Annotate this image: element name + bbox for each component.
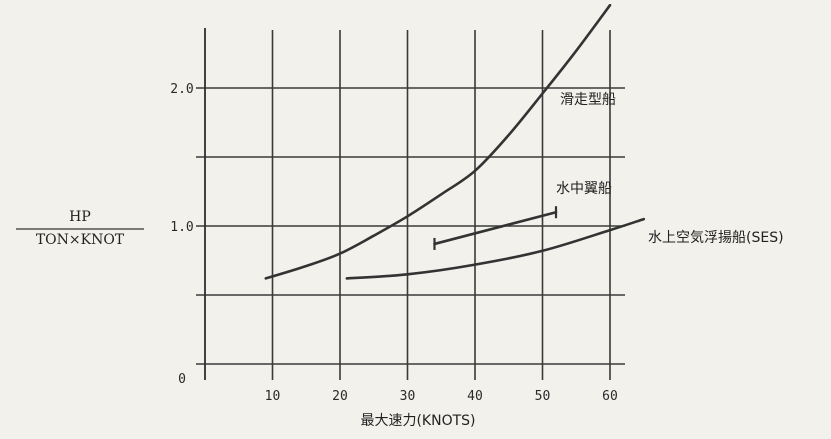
- x-tick-label: 60: [602, 389, 618, 404]
- grid: [196, 30, 625, 380]
- tick-labels: 0 10 20 30 40 50 60 1.0 2.0: [170, 82, 618, 404]
- x-tick-label: 50: [535, 389, 551, 404]
- x-tick-label: 40: [467, 389, 483, 404]
- series: [264, 4, 646, 280]
- y-axis-label-numerator: HP: [69, 209, 91, 225]
- y-axis-label-denominator: TON×KNOT: [36, 232, 125, 248]
- series-label: 水上空気浮揚船(SES): [648, 229, 784, 246]
- series-line-planing: [264, 4, 612, 280]
- y-axis-label: HP TON×KNOT: [16, 209, 144, 248]
- x-tick-label: 30: [400, 389, 416, 404]
- x-axis-label: 最大速力(KNOTS): [360, 413, 475, 429]
- series-line-hydrofoil: [433, 210, 558, 246]
- x-tick-label: 20: [332, 389, 348, 404]
- x-tick-label: 10: [265, 389, 281, 404]
- y-tick-label: 1.0: [170, 220, 193, 235]
- y-tick-label: 2.0: [170, 82, 193, 97]
- series-label: 滑走型船: [560, 91, 616, 108]
- series-line-ses: [345, 217, 646, 280]
- x-tick-label: 0: [178, 372, 186, 387]
- series-label: 水中翼船: [556, 181, 612, 197]
